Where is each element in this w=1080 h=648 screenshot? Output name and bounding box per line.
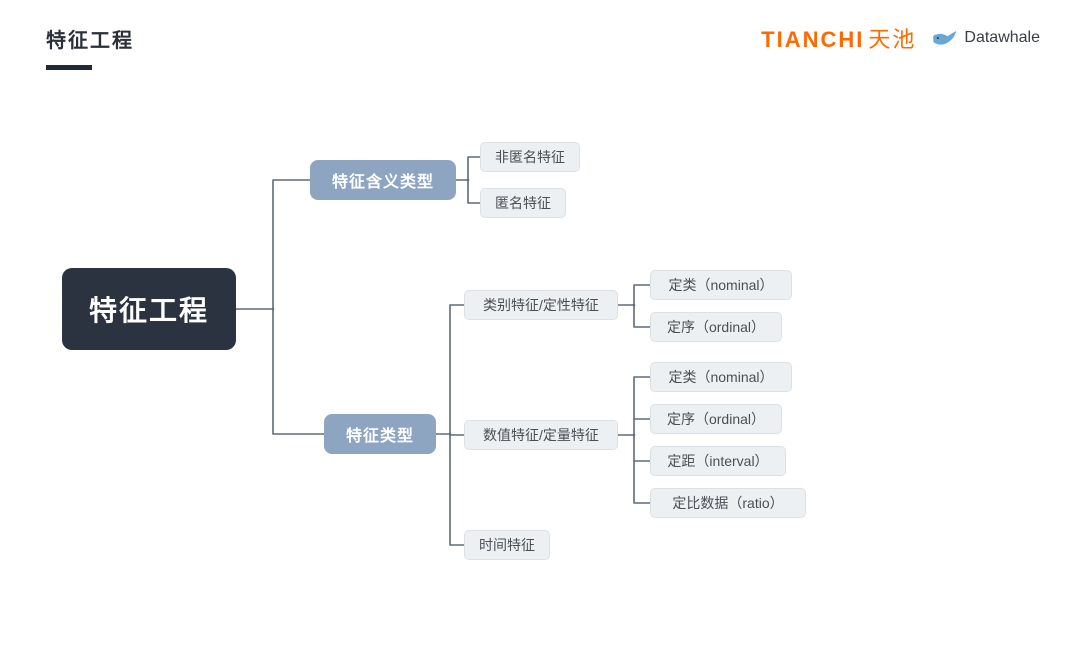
- title-underline: [46, 65, 92, 70]
- node-num_interval: 定距（interval）: [650, 446, 786, 476]
- node-cat_ordinal: 定序（ordinal）: [650, 312, 782, 342]
- node-num_nominal: 定类（nominal）: [650, 362, 792, 392]
- datawhale-text: Datawhale: [964, 29, 1040, 47]
- node-num_ratio: 定比数据（ratio）: [650, 488, 806, 518]
- page-title: 特征工程: [46, 24, 134, 53]
- tianchi-cn: 天池: [868, 27, 916, 52]
- node-root: 特征工程: [62, 268, 236, 350]
- tianchi-logo: TIANCHI天池: [761, 22, 916, 54]
- node-anon_yes: 匿名特征: [480, 188, 566, 218]
- node-time: 时间特征: [464, 530, 550, 560]
- node-num: 数值特征/定量特征: [464, 420, 618, 450]
- node-kind: 特征类型: [324, 414, 436, 454]
- page-header: 特征工程: [46, 24, 134, 70]
- node-meaning: 特征含义类型: [310, 160, 456, 200]
- mindmap-diagram: 特征工程 特征含义类型特征类型 非匿名特征匿名特征类别特征/定性特征数值特征/定量特…: [62, 130, 1002, 610]
- node-anon_no: 非匿名特征: [480, 142, 580, 172]
- whale-icon: [930, 27, 958, 49]
- tianchi-en: TIANCHI: [761, 27, 864, 52]
- logo-bar: TIANCHI天池 Datawhale: [761, 22, 1040, 54]
- node-cat: 类别特征/定性特征: [464, 290, 618, 320]
- node-num_ordinal: 定序（ordinal）: [650, 404, 782, 434]
- node-cat_nominal: 定类（nominal）: [650, 270, 792, 300]
- datawhale-logo: Datawhale: [930, 27, 1040, 49]
